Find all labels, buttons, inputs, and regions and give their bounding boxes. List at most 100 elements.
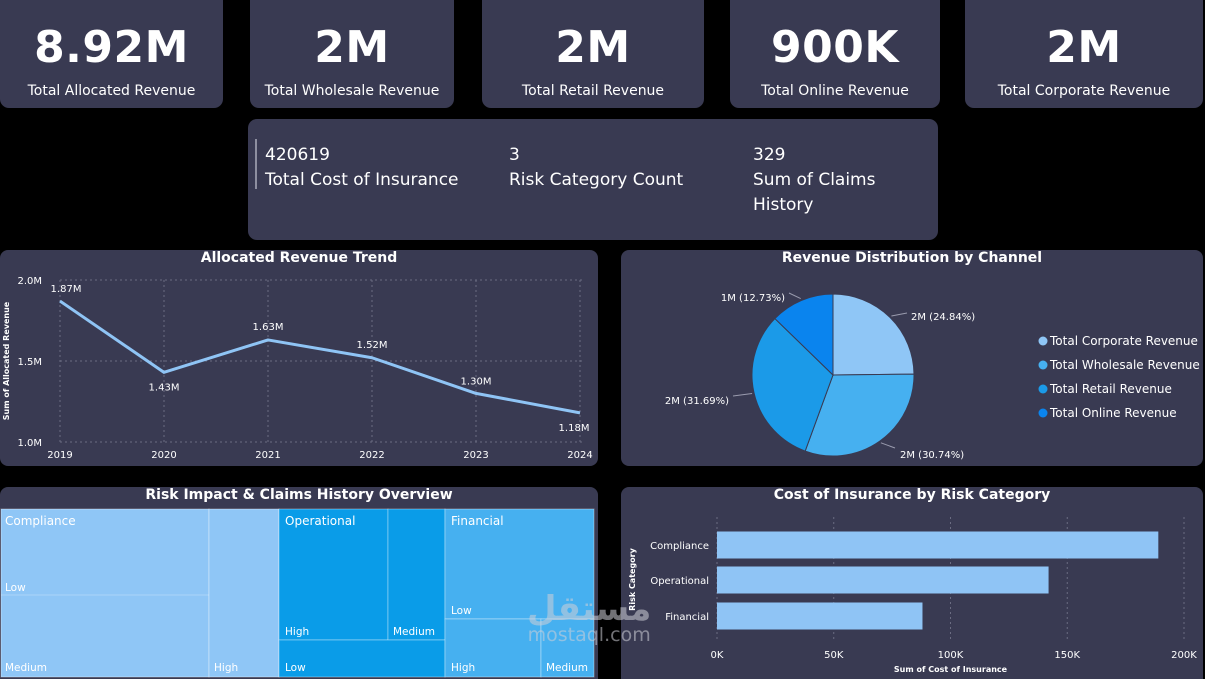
x-tick-label: 100K	[938, 650, 964, 661]
x-tick-label: 2024	[567, 450, 592, 461]
x-axis-title: Sum of Cost of Insurance	[894, 665, 1008, 674]
slice-data-label: 2M (31.69%)	[665, 396, 729, 407]
treemap-leaf-label: High	[285, 626, 309, 638]
multi-row-card: 420619 Total Cost of Insurance 3 Risk Ca…	[248, 119, 938, 240]
legend-marker	[1038, 384, 1048, 394]
treemap-chart: Compliance Operational Financial Low Medium H…	[0, 508, 595, 678]
bar-chart-title: Cost of Insurance by Risk Category	[773, 487, 1051, 503]
multi-card-value: 3	[509, 145, 520, 165]
watermark-logo: مستقل mostaql.com	[527, 592, 651, 645]
treemap-group-label: Financial	[451, 514, 504, 528]
slice-leader-line	[732, 392, 753, 397]
treemap-tile	[0, 508, 210, 678]
treemap-leaf-label: Medium	[393, 626, 435, 638]
line-chart-title: Allocated Revenue Trend	[200, 250, 398, 266]
treemap-tile	[444, 508, 595, 620]
card-accent-bar	[255, 139, 257, 189]
bar	[717, 531, 1159, 559]
y-tick-label: Operational	[650, 576, 709, 587]
kpi-label: Total Wholesale Revenue	[264, 83, 440, 99]
slice-data-label: 1M (12.73%)	[721, 293, 785, 304]
treemap-leaf-label: High	[214, 662, 238, 674]
x-tick-label: 150K	[1054, 650, 1080, 661]
legend-label: Total Online Revenue	[1049, 406, 1177, 420]
treemap-leaf-label: High	[451, 662, 475, 674]
x-tick-label: 2019	[47, 450, 72, 461]
treemap-tile	[208, 508, 280, 678]
legend-marker	[1038, 336, 1048, 346]
pie-slice	[774, 293, 834, 377]
kpi-card-allocated: 8.92M Total Allocated Revenue	[0, 0, 223, 108]
multi-card-label: Total Cost of Insurance	[265, 170, 459, 190]
pie-slice	[751, 317, 834, 452]
y-tick-label: Financial	[665, 612, 709, 623]
multi-card-label: Sum of Claims History	[753, 170, 876, 215]
x-tick-label: 2021	[255, 450, 280, 461]
data-label: 1.30M	[461, 376, 492, 387]
kpi-value: 900K	[771, 22, 899, 73]
treemap-leaf-label: Low	[451, 605, 472, 617]
y-axis-title: Sum of Allocated Revenue	[2, 301, 11, 420]
kpi-label: Total Retail Revenue	[521, 83, 665, 99]
legend-label: Total Corporate Revenue	[1049, 334, 1198, 348]
treemap-leaf-label: Medium	[5, 662, 47, 674]
y-tick-label: 1.0M	[17, 438, 42, 449]
data-label: 1.43M	[149, 382, 180, 393]
kpi-value: 2M	[314, 22, 390, 73]
slice-leader-line	[891, 312, 908, 317]
pie-chart-title: Revenue Distribution by Channel	[781, 250, 1043, 266]
kpi-label: Total Corporate Revenue	[997, 83, 1171, 99]
kpi-value: 2M	[555, 22, 631, 73]
pie-chart-panel: Revenue Distribution by Channel 2M (24.8…	[621, 250, 1203, 466]
treemap-tile	[278, 508, 389, 641]
series-line	[59, 299, 581, 415]
bar-chart: 0K 50K 100K 150K 200K Compliance Operational Fi…	[628, 517, 1197, 674]
bar	[717, 566, 1049, 594]
data-label: 1.18M	[559, 423, 590, 434]
kpi-label: Total Online Revenue	[761, 83, 909, 99]
treemap-tile	[278, 639, 446, 678]
kpi-value: 2M	[1046, 22, 1122, 73]
watermark-arabic: مستقل	[527, 589, 652, 629]
kpi-card-wholesale: 2M Total Wholesale Revenue	[250, 0, 454, 108]
legend-marker	[1038, 360, 1048, 370]
x-tick-label: 2023	[463, 450, 488, 461]
treemap-leaf-label: Low	[285, 662, 306, 674]
multi-card-label: Risk Category Count	[509, 170, 684, 190]
x-tick-label: 200K	[1171, 650, 1197, 661]
pie-slice	[804, 373, 915, 457]
x-tick-label: 0K	[711, 650, 724, 661]
bar	[717, 602, 923, 630]
multi-card-value: 420619	[265, 145, 330, 165]
x-tick-label: 50K	[824, 650, 844, 661]
multi-card-item-insurance: 420619 Total Cost of Insurance	[265, 143, 459, 193]
kpi-label: Total Allocated Revenue	[27, 83, 196, 99]
pie-slice	[832, 293, 915, 376]
kpi-value: 8.92M	[34, 22, 189, 73]
kpi-card-online: 900K Total Online Revenue	[730, 0, 940, 108]
treemap-tile	[387, 508, 446, 641]
legend-label: Total Retail Revenue	[1049, 382, 1172, 396]
treemap-tile	[444, 618, 542, 678]
line-chart-panel: Allocated Revenue Trend 1.0M 1.5M 2.0M 2019…	[0, 250, 598, 466]
line-chart: 1.0M 1.5M 2.0M 2019 2020 2021 2022 2023 2024 Sum …	[2, 276, 593, 461]
multi-card-item-risk-count: 3 Risk Category Count	[509, 143, 683, 193]
multi-card-item-claims: 329 Sum of Claims History	[753, 143, 938, 218]
treemap-leaf-label: Medium	[546, 662, 588, 674]
slice-leader-line	[788, 292, 801, 300]
watermark-latin: mostaql.com	[527, 624, 651, 646]
data-label: 1.52M	[357, 340, 388, 351]
treemap-tile	[540, 618, 595, 678]
treemap-group-label: Operational	[285, 514, 355, 528]
slice-leader-line	[880, 442, 896, 449]
treemap-panel: Risk Impact & Claims History Overview Co…	[0, 487, 598, 679]
x-tick-label: 2020	[151, 450, 176, 461]
legend-marker	[1038, 408, 1048, 418]
treemap-group-label: Compliance	[5, 514, 76, 528]
multi-card-value: 329	[753, 145, 786, 165]
y-tick-label: 1.5M	[17, 357, 42, 368]
pie-chart: 2M (24.84%) 2M (30.74%) 2M (31.69%) 1M (12.…	[665, 292, 1200, 461]
y-axis-title: Risk Category	[628, 547, 637, 610]
kpi-card-retail: 2M Total Retail Revenue	[482, 0, 704, 108]
y-tick-label: 2.0M	[17, 276, 42, 287]
